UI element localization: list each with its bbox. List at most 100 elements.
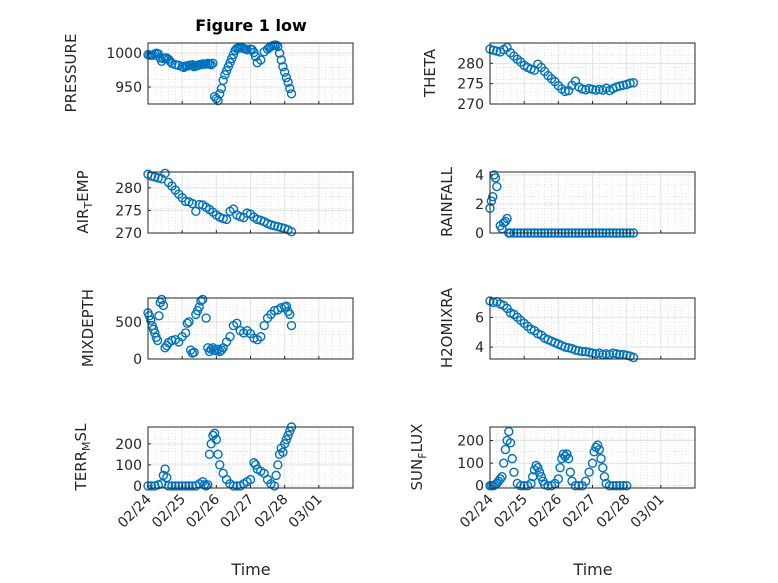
- theta-ytick-label: 270: [457, 97, 484, 113]
- sun-flux-ylabel-a: SUN: [408, 459, 426, 491]
- terr-msl-xlabel: Time: [230, 560, 270, 579]
- mixdepth-point: [167, 335, 177, 346]
- terr-msl-point: [245, 474, 256, 485]
- pressure-point: [278, 62, 288, 72]
- pressure-point: [256, 55, 266, 65]
- mixdepth-point: [259, 320, 269, 331]
- h2omixra-yticks: 46: [475, 310, 484, 356]
- h2omixra-ytick-label: 4: [475, 340, 484, 356]
- mixdepth-point: [286, 320, 297, 331]
- mixdepth-point: [146, 315, 156, 326]
- h2omixra-ytick-label: 6: [475, 310, 484, 326]
- terr-msl-point: [203, 480, 213, 490]
- pressure-point: [279, 67, 290, 77]
- figure-title: Figure 1 low: [195, 16, 307, 35]
- sun-flux-point: [584, 467, 594, 477]
- pressure-ytick-label: 1000: [106, 46, 142, 62]
- air-temp-point: [221, 214, 232, 225]
- sun-flux-point: [598, 462, 608, 473]
- mixdepth-point: [197, 294, 208, 305]
- terr-msl-point: [184, 481, 194, 491]
- mixdepth-point: [182, 318, 192, 328]
- terr-msl-xtick-label: 02/25: [149, 492, 189, 532]
- panel-pressure: 950 1000 PRESSURE: [62, 34, 354, 112]
- theta-point: [628, 78, 639, 88]
- mixdepth-point: [144, 311, 155, 321]
- rainfall-point: [488, 191, 498, 202]
- h2omixra-point: [580, 346, 591, 357]
- air-temp-ylabel-a: AIR: [74, 209, 92, 234]
- terr-msl-point: [163, 481, 174, 491]
- sun-flux-point: [608, 481, 618, 491]
- air-temp-point: [286, 226, 297, 237]
- mixdepth-point: [152, 335, 163, 346]
- air-temp-markers: [143, 168, 297, 237]
- pressure-point: [276, 55, 286, 65]
- mixdepth-ylabel: MIXDEPTH: [79, 289, 97, 367]
- rainfall-yticks: 0 2 4: [475, 168, 484, 242]
- pressure-point: [281, 72, 292, 83]
- theta-ytick-label: 280: [457, 56, 484, 72]
- terr-msl-point: [201, 481, 211, 491]
- sun-flux-point: [505, 438, 516, 448]
- terr-msl-point: [180, 481, 191, 491]
- rainfall-ytick-label: 2: [475, 197, 484, 213]
- terr-msl-ytick-label: 0: [133, 479, 142, 495]
- panel-theta: 270 275 280 THETA: [421, 42, 696, 113]
- sun-flux-point: [604, 481, 615, 491]
- sun-flux-grid: [489, 427, 696, 488]
- terr-msl-yticks: 0 100 200: [115, 437, 142, 495]
- theta-markers: [485, 42, 639, 97]
- h2omixra-markers: [485, 296, 639, 363]
- theta-yticks: 270 275 280: [457, 56, 484, 113]
- rainfall-point: [502, 213, 512, 224]
- terr-msl-point: [279, 439, 290, 449]
- sun-flux-point: [574, 481, 584, 491]
- h2omixra-point: [574, 346, 584, 356]
- air-temp-grid: [147, 172, 354, 234]
- mixdepth-point: [213, 344, 223, 355]
- terr-msl-point: [269, 481, 280, 491]
- air-temp-ylabel-b: EMP: [74, 170, 92, 201]
- sun-flux-point: [497, 472, 507, 482]
- terr-msl-xtick-label: 02/26: [183, 491, 223, 531]
- h2omixra-point: [577, 346, 587, 357]
- air-temp-ylabel: AIRTEMP: [74, 170, 95, 233]
- terr-msl-point: [283, 430, 293, 441]
- sun-flux-point: [599, 472, 610, 482]
- mixdepth-point: [194, 302, 204, 312]
- sun-flux-point: [526, 478, 536, 489]
- terr-msl-xtick-label: 02/24: [115, 491, 155, 531]
- pressure-point: [208, 58, 218, 69]
- h2omixra-point: [560, 342, 570, 352]
- rainfall-point: [486, 196, 497, 206]
- terr-msl-point: [209, 428, 220, 439]
- terr-msl-point: [278, 447, 288, 457]
- terr-msl-point: [199, 480, 210, 490]
- terr-msl-point: [228, 481, 239, 491]
- sun-flux-point: [596, 453, 606, 464]
- terr-msl-point: [162, 472, 172, 483]
- sun-flux-ylabel-sub: F: [416, 452, 429, 458]
- mixdepth-point: [281, 301, 292, 311]
- terr-msl-point: [213, 449, 223, 460]
- mixdepth-ytick-label: 0: [133, 352, 142, 368]
- sun-flux-point: [562, 449, 572, 459]
- sun-flux-ylabel-b: LUX: [408, 424, 426, 453]
- mixdepth-point: [256, 331, 266, 342]
- pressure-point: [213, 95, 223, 106]
- panel-mixdepth: 0 500 MIXDEPTH: [79, 289, 354, 368]
- sun-flux-point: [594, 444, 605, 455]
- sun-flux-point: [516, 481, 526, 491]
- sun-flux-point: [534, 467, 545, 477]
- h2omixra-ylabel: H2OMIXRA: [438, 287, 456, 368]
- terr-msl-ylabel-sub: M: [80, 441, 93, 451]
- terr-msl-point: [215, 460, 225, 470]
- terr-msl-point: [146, 481, 157, 491]
- mixdepth-point: [232, 318, 242, 328]
- terr-msl-point: [167, 481, 177, 491]
- mixdepth-markers: [143, 294, 297, 358]
